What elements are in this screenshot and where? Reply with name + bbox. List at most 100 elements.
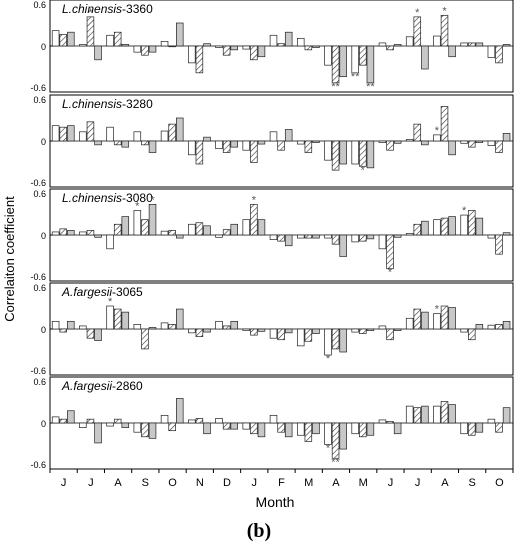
bar-hatched: [250, 140, 258, 163]
bar-gray: [203, 43, 211, 47]
bar-hatched: [277, 328, 285, 341]
bar-white: [242, 45, 251, 50]
bar-white: [296, 328, 305, 347]
bar-gray: [312, 140, 320, 143]
bar-white: [269, 328, 278, 339]
bar-gray: [121, 216, 130, 236]
significance-mark: *: [108, 296, 113, 308]
bar-gray: [257, 140, 266, 145]
bar-hatched: [468, 140, 476, 148]
bar-white: [351, 234, 359, 243]
bar-white: [296, 140, 305, 145]
bar-white: [215, 45, 223, 48]
bar-hatched: [86, 418, 95, 424]
significance-mark: *: [252, 194, 257, 206]
bar-white: [188, 419, 196, 424]
bar-gray: [176, 398, 184, 424]
bar-gray: [176, 234, 184, 239]
significance-mark: *: [415, 7, 420, 19]
bar-gray: [312, 422, 320, 435]
bar-hatched: [59, 34, 67, 47]
bar-white: [433, 313, 441, 330]
bar-hatched: [59, 126, 67, 142]
bar-gray: [339, 328, 347, 353]
bar-gray: [421, 220, 429, 236]
bar-gray: [203, 225, 211, 236]
month-label: J: [252, 477, 258, 489]
month-label: A: [114, 477, 122, 489]
bar-hatched: [304, 45, 313, 51]
bar-white: [106, 234, 114, 250]
bar-white: [188, 140, 196, 156]
bar-white: [51, 30, 60, 47]
bar-hatched: [386, 421, 394, 424]
bar-gray: [148, 140, 157, 153]
bar-gray: [475, 217, 484, 236]
bar-white: [242, 140, 251, 151]
panel-title: A.fargesii-2860: [61, 379, 143, 393]
bar-gray: [284, 234, 293, 247]
bar-white: [160, 230, 169, 236]
bar-gray: [176, 117, 184, 142]
bar-hatched: [331, 234, 340, 245]
panel-title: L.chinensis-3360: [62, 2, 153, 16]
bar-gray: [94, 234, 102, 238]
month-label: O: [168, 477, 177, 489]
bar-gray: [448, 216, 456, 236]
bar-white: [405, 233, 414, 236]
bar-hatched: [386, 234, 394, 270]
bar-gray: [448, 307, 456, 330]
panel-title: L.chinensis-3280: [62, 97, 153, 111]
month-label: N: [196, 477, 204, 489]
bar-white: [324, 234, 332, 239]
bar-white: [405, 36, 414, 47]
bar-hatched: [86, 16, 95, 47]
bar-hatched: [495, 234, 503, 255]
bar-white: [460, 140, 468, 144]
bar-white: [378, 419, 387, 424]
bar-gray: [312, 45, 320, 48]
bar-gray: [421, 405, 429, 424]
bar-white: [296, 37, 305, 47]
bar-hatched: [495, 140, 503, 153]
month-label: J: [415, 477, 421, 489]
month-label: A: [441, 477, 449, 489]
bar-white: [405, 139, 414, 142]
bar-white: [487, 234, 496, 239]
bar-hatched: [331, 422, 340, 459]
y-tick-label: -0.6: [30, 83, 46, 93]
y-tick-label: 0.6: [33, 283, 46, 293]
bar-white: [79, 231, 87, 236]
bar-white: [160, 41, 169, 47]
significance-mark: *: [462, 205, 467, 217]
bar-gray: [339, 140, 347, 165]
bar-white: [106, 126, 114, 142]
bar-hatched: [59, 418, 67, 424]
bar-white: [460, 42, 468, 47]
bar-hatched: [141, 422, 149, 438]
bar-hatched: [113, 308, 122, 330]
bar-gray: [475, 324, 484, 330]
month-label: O: [495, 477, 504, 489]
bar-hatched: [440, 14, 449, 47]
bar-gray: [475, 42, 484, 47]
y-tick-label: 0.6: [33, 95, 46, 105]
bar-hatched: [331, 328, 340, 350]
month-label: J: [61, 477, 67, 489]
panel-4: 0.60-0.6A.fargesii-3065***: [30, 282, 514, 376]
bar-hatched: [277, 43, 285, 47]
bar-white: [215, 140, 223, 150]
bar-hatched: [304, 422, 313, 442]
y-tick-label: -0.6: [30, 460, 46, 470]
bar-hatched: [222, 140, 231, 153]
bar-hatched: [413, 123, 422, 142]
bar-white: [242, 328, 251, 331]
bar-hatched: [250, 203, 258, 236]
bar-hatched: [168, 230, 176, 236]
bar-white: [51, 125, 60, 142]
significance-mark: **: [331, 81, 340, 93]
bar-hatched: [168, 123, 176, 142]
bar-white: [460, 422, 468, 435]
bar-white: [133, 422, 142, 433]
panel-2: 0.6 0 -0.6 L.chinensis-3280 * *: [30, 94, 514, 188]
